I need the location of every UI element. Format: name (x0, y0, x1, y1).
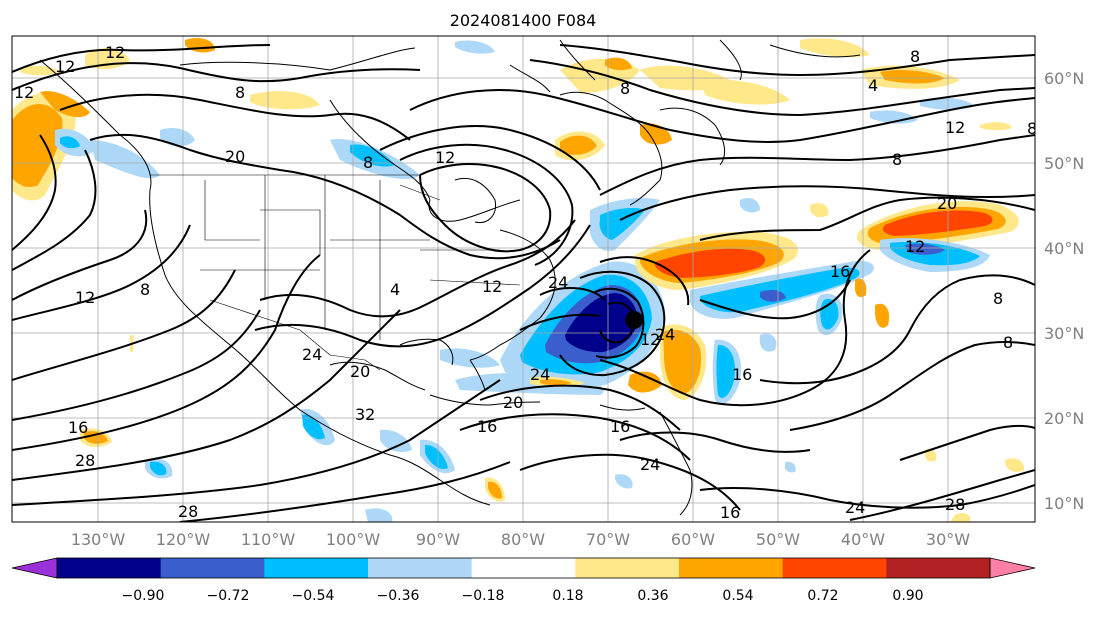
lat-label: 40°N (1044, 239, 1084, 258)
contour-label: 24 (530, 365, 550, 384)
contour-label: 8 (993, 289, 1003, 308)
lon-label: 30°W (926, 530, 970, 549)
colorbar-tick-label: −0.54 (292, 588, 335, 604)
colorbar-extend-high (989, 557, 1036, 579)
height-contours (12, 44, 1035, 522)
contour-label: 24 (655, 325, 675, 344)
latitude-axis: 60°N 50°N 40°N 30°N 20°N 10°N (1044, 69, 1084, 513)
colorbar-extend-low (11, 557, 58, 579)
colorbar-segment (160, 558, 265, 578)
colorbar: −0.90 −0.72 −0.54 −0.36 −0.18 0.18 0.36 … (11, 557, 1036, 604)
colorbar-tick-label: −0.90 (122, 588, 165, 604)
contour-label: 20 (937, 194, 957, 213)
contour-label: 20 (503, 393, 523, 412)
contour-label: 20 (225, 147, 245, 166)
colorbar-segments (11, 557, 1036, 579)
contour-label: 8 (892, 150, 902, 169)
colorbar-segment (471, 558, 576, 578)
contour-label: 8 (1003, 333, 1013, 352)
political-borders (150, 174, 521, 371)
contour-label: 16 (610, 417, 630, 436)
colorbar-tick-label: −0.72 (207, 588, 250, 604)
storm-center-marker (625, 311, 643, 329)
longitude-axis: 130°W 120°W 110°W 100°W 90°W 80°W 70°W 6… (71, 530, 970, 549)
contour-label: 24 (302, 345, 322, 364)
contour-label: 8 (1027, 119, 1037, 138)
lon-label: 70°W (586, 530, 630, 549)
contour-label: 28 (178, 502, 198, 521)
colorbar-tick-label: 0.90 (892, 588, 923, 604)
lon-label: 100°W (326, 530, 381, 549)
contour-label: 8 (363, 153, 373, 172)
colorbar-ticks: −0.90 −0.72 −0.54 −0.36 −0.18 0.18 0.36 … (122, 588, 924, 604)
colorbar-segment (368, 558, 473, 578)
contour-label: 12 (105, 43, 125, 62)
lon-label: 50°W (756, 530, 800, 549)
contour-label: 8 (140, 280, 150, 299)
lat-label: 20°N (1044, 409, 1084, 428)
colorbar-segment (57, 558, 162, 578)
contour-label: 12 (55, 57, 75, 76)
colorbar-tick-label: 0.54 (722, 588, 753, 604)
map-area: 12 12 12 8 8 20 8 12 12 8 4 8 12 20 8 12… (12, 36, 1037, 522)
contour-label: 12 (640, 330, 660, 349)
coastlines (39, 39, 861, 516)
lat-label: 50°N (1044, 154, 1084, 173)
colorbar-tick-label: −0.18 (462, 588, 505, 604)
contour-label: 12 (435, 148, 455, 167)
contour-label: 12 (14, 83, 34, 102)
lon-label: 80°W (501, 530, 545, 549)
contour-label: 16 (68, 418, 88, 437)
colorbar-segment (575, 558, 680, 578)
colorbar-segment (679, 558, 784, 578)
lon-label: 110°W (241, 530, 296, 549)
contour-label: 24 (548, 273, 568, 292)
colorbar-frame (56, 557, 991, 579)
contour-label: 16 (720, 503, 740, 522)
map-title: 2024081400 F084 (450, 11, 597, 30)
colorbar-tick-label: 0.72 (807, 588, 838, 604)
lon-label: 60°W (671, 530, 715, 549)
lon-label: 120°W (156, 530, 211, 549)
contour-label: 24 (640, 455, 660, 474)
lat-label: 10°N (1044, 494, 1084, 513)
contour-label: 12 (75, 288, 95, 307)
contour-label: 28 (75, 451, 95, 470)
graticule (12, 36, 1035, 522)
colorbar-tick-label: 0.18 (552, 588, 583, 604)
contour-label: 8 (910, 47, 920, 66)
contour-label: 4 (390, 280, 400, 299)
contour-label: 12 (905, 237, 925, 256)
contour-label: 8 (235, 83, 245, 102)
lat-label: 60°N (1044, 69, 1084, 88)
contour-label: 16 (830, 262, 850, 281)
colorbar-segment (264, 558, 369, 578)
anomaly-shading (12, 38, 1025, 522)
contour-label-group: 12 12 12 8 8 20 8 12 12 8 4 8 12 20 8 12… (14, 43, 1037, 522)
contour-label: 24 (845, 498, 865, 517)
colorbar-segment (782, 558, 887, 578)
contour-label: 16 (732, 365, 752, 384)
lat-label: 30°N (1044, 324, 1084, 343)
contour-label: 28 (945, 495, 965, 514)
map-frame (11, 35, 1036, 523)
contour-label: 20 (350, 362, 370, 381)
contour-label: 16 (477, 417, 497, 436)
contour-label: 8 (620, 79, 630, 98)
contour-label: 32 (355, 405, 375, 424)
contour-label: 4 (868, 76, 878, 95)
lon-label: 40°W (841, 530, 885, 549)
colorbar-segment (886, 558, 991, 578)
lon-label: 130°W (71, 530, 126, 549)
lon-label: 90°W (416, 530, 460, 549)
contour-label: 12 (945, 118, 965, 137)
colorbar-tick-label: −0.36 (377, 588, 420, 604)
colorbar-tick-label: 0.36 (637, 588, 668, 604)
contour-label: 12 (482, 277, 502, 296)
